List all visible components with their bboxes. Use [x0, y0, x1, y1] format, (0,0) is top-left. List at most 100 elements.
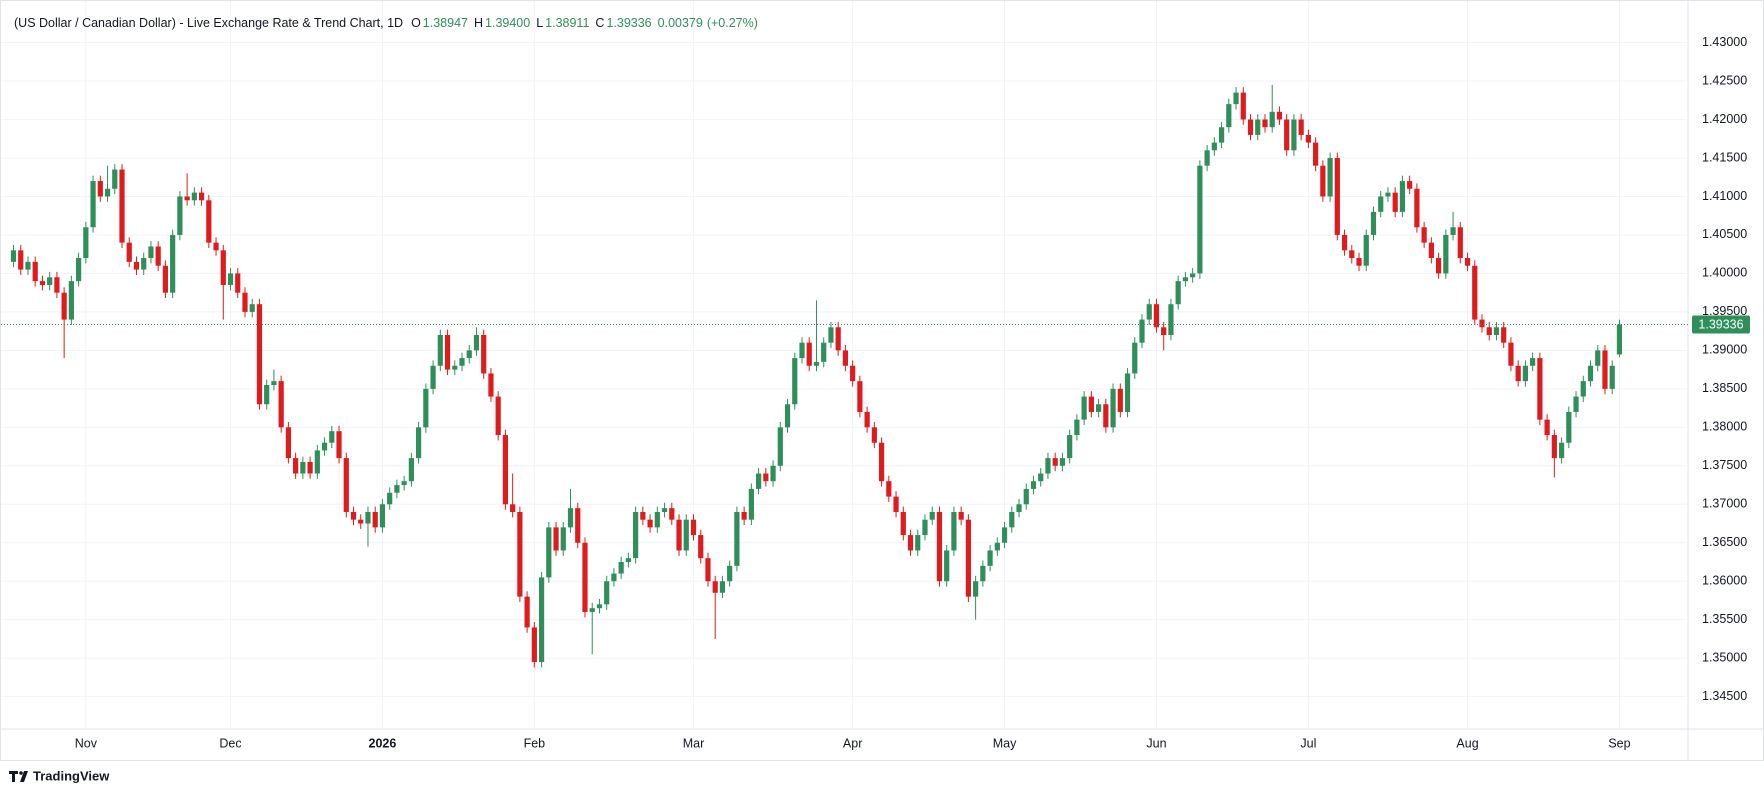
candle-body [958, 511, 964, 520]
candle-body [1587, 365, 1594, 382]
candle-body [611, 573, 617, 582]
candle-body [915, 535, 921, 551]
x-tick-label: Jun [1146, 736, 1166, 750]
candle-body [1580, 381, 1586, 397]
ohlc-key: L [536, 16, 543, 30]
candle-body [1544, 419, 1550, 436]
candle-body [1327, 157, 1333, 197]
y-tick-label: 1.38000 [1702, 420, 1747, 434]
ohlc-value: 1.38911 [545, 16, 589, 30]
candle-body [850, 365, 856, 382]
candle-body [886, 481, 892, 497]
y-tick-label: 1.41000 [1702, 189, 1747, 203]
candle-body [1096, 404, 1102, 412]
candle-body [510, 504, 516, 512]
candle-body [148, 246, 154, 259]
candle-body [1558, 442, 1565, 459]
logo-mark [9, 771, 18, 782]
candle-body [242, 292, 248, 312]
candle-body [416, 427, 422, 459]
candle-body [1009, 511, 1015, 528]
candle-body [1182, 277, 1189, 282]
candle-body [502, 435, 509, 505]
candle-body [582, 542, 588, 613]
ohlc-key: H [474, 16, 483, 30]
candle-body [1493, 327, 1500, 335]
candle-body [1407, 181, 1413, 189]
candle-body [278, 381, 284, 428]
candle-body [408, 458, 414, 482]
candle-body [481, 334, 487, 374]
candle-body [184, 196, 190, 201]
candle-body [1349, 250, 1355, 259]
candle-body [1124, 373, 1131, 412]
candle-body [1291, 119, 1297, 151]
candle-body [799, 342, 805, 359]
x-tick-label: May [993, 736, 1017, 750]
candle-body [871, 427, 877, 443]
candle-body [777, 427, 783, 466]
candle-body [973, 581, 979, 597]
candle-body [1370, 211, 1377, 235]
candle-body [76, 258, 82, 282]
candle-body [676, 519, 682, 551]
candle-body [1457, 227, 1463, 259]
candle-body [625, 558, 631, 563]
candle-body [1501, 327, 1507, 343]
candle-body [1081, 396, 1087, 420]
ohlc-key: O [411, 16, 421, 30]
candle-body [727, 565, 733, 582]
candle-body [1522, 365, 1529, 382]
candle-body [300, 461, 306, 474]
last-price-tag [1692, 315, 1750, 334]
candle-body [929, 511, 935, 520]
candle-body [104, 188, 111, 197]
candle-body [18, 250, 24, 270]
candle-body [1175, 281, 1181, 305]
candle-body [1030, 481, 1037, 489]
candle-body [293, 458, 299, 474]
candle-body [1233, 92, 1239, 105]
candle-body [538, 577, 545, 663]
ohlc-value: 1.39336 [606, 16, 651, 30]
candle-body [1551, 435, 1557, 459]
candle-body [1530, 358, 1536, 366]
candle-body [191, 192, 197, 201]
candle-body [1045, 458, 1051, 474]
candle-body [1190, 273, 1196, 278]
candle-body [705, 558, 711, 582]
candle-body [1392, 192, 1398, 212]
candle-body [162, 265, 169, 293]
y-tick-label: 1.35000 [1702, 650, 1747, 664]
candle-body [1472, 265, 1478, 320]
candle-body [900, 511, 906, 536]
candle-body [1616, 324, 1623, 355]
candle-body [1255, 119, 1261, 135]
candle-body [524, 596, 530, 628]
candle-body [444, 334, 451, 370]
ohlc-value: 1.38947 [423, 16, 468, 30]
x-tick-label: Jul [1300, 736, 1316, 750]
candle-body [784, 404, 791, 428]
candle-body [1218, 127, 1225, 143]
candle-body [1341, 234, 1348, 251]
candle-body [1435, 258, 1442, 274]
candle-body [1450, 227, 1456, 235]
candle-body [133, 261, 140, 270]
candle-body [1378, 196, 1384, 212]
x-tick-label: Mar [683, 736, 705, 750]
candle-body [177, 196, 183, 235]
candle-body [1117, 388, 1123, 412]
candle-body [517, 511, 523, 597]
candle-body [857, 381, 863, 412]
candle-body [488, 373, 494, 397]
candle-body [1052, 458, 1058, 466]
candle-body [343, 458, 349, 512]
logo-slash [20, 771, 28, 782]
candle-body [965, 519, 971, 597]
candle-body [864, 411, 870, 428]
candle-body [661, 508, 668, 512]
candle-body [372, 511, 378, 528]
candle-body [1146, 304, 1152, 320]
